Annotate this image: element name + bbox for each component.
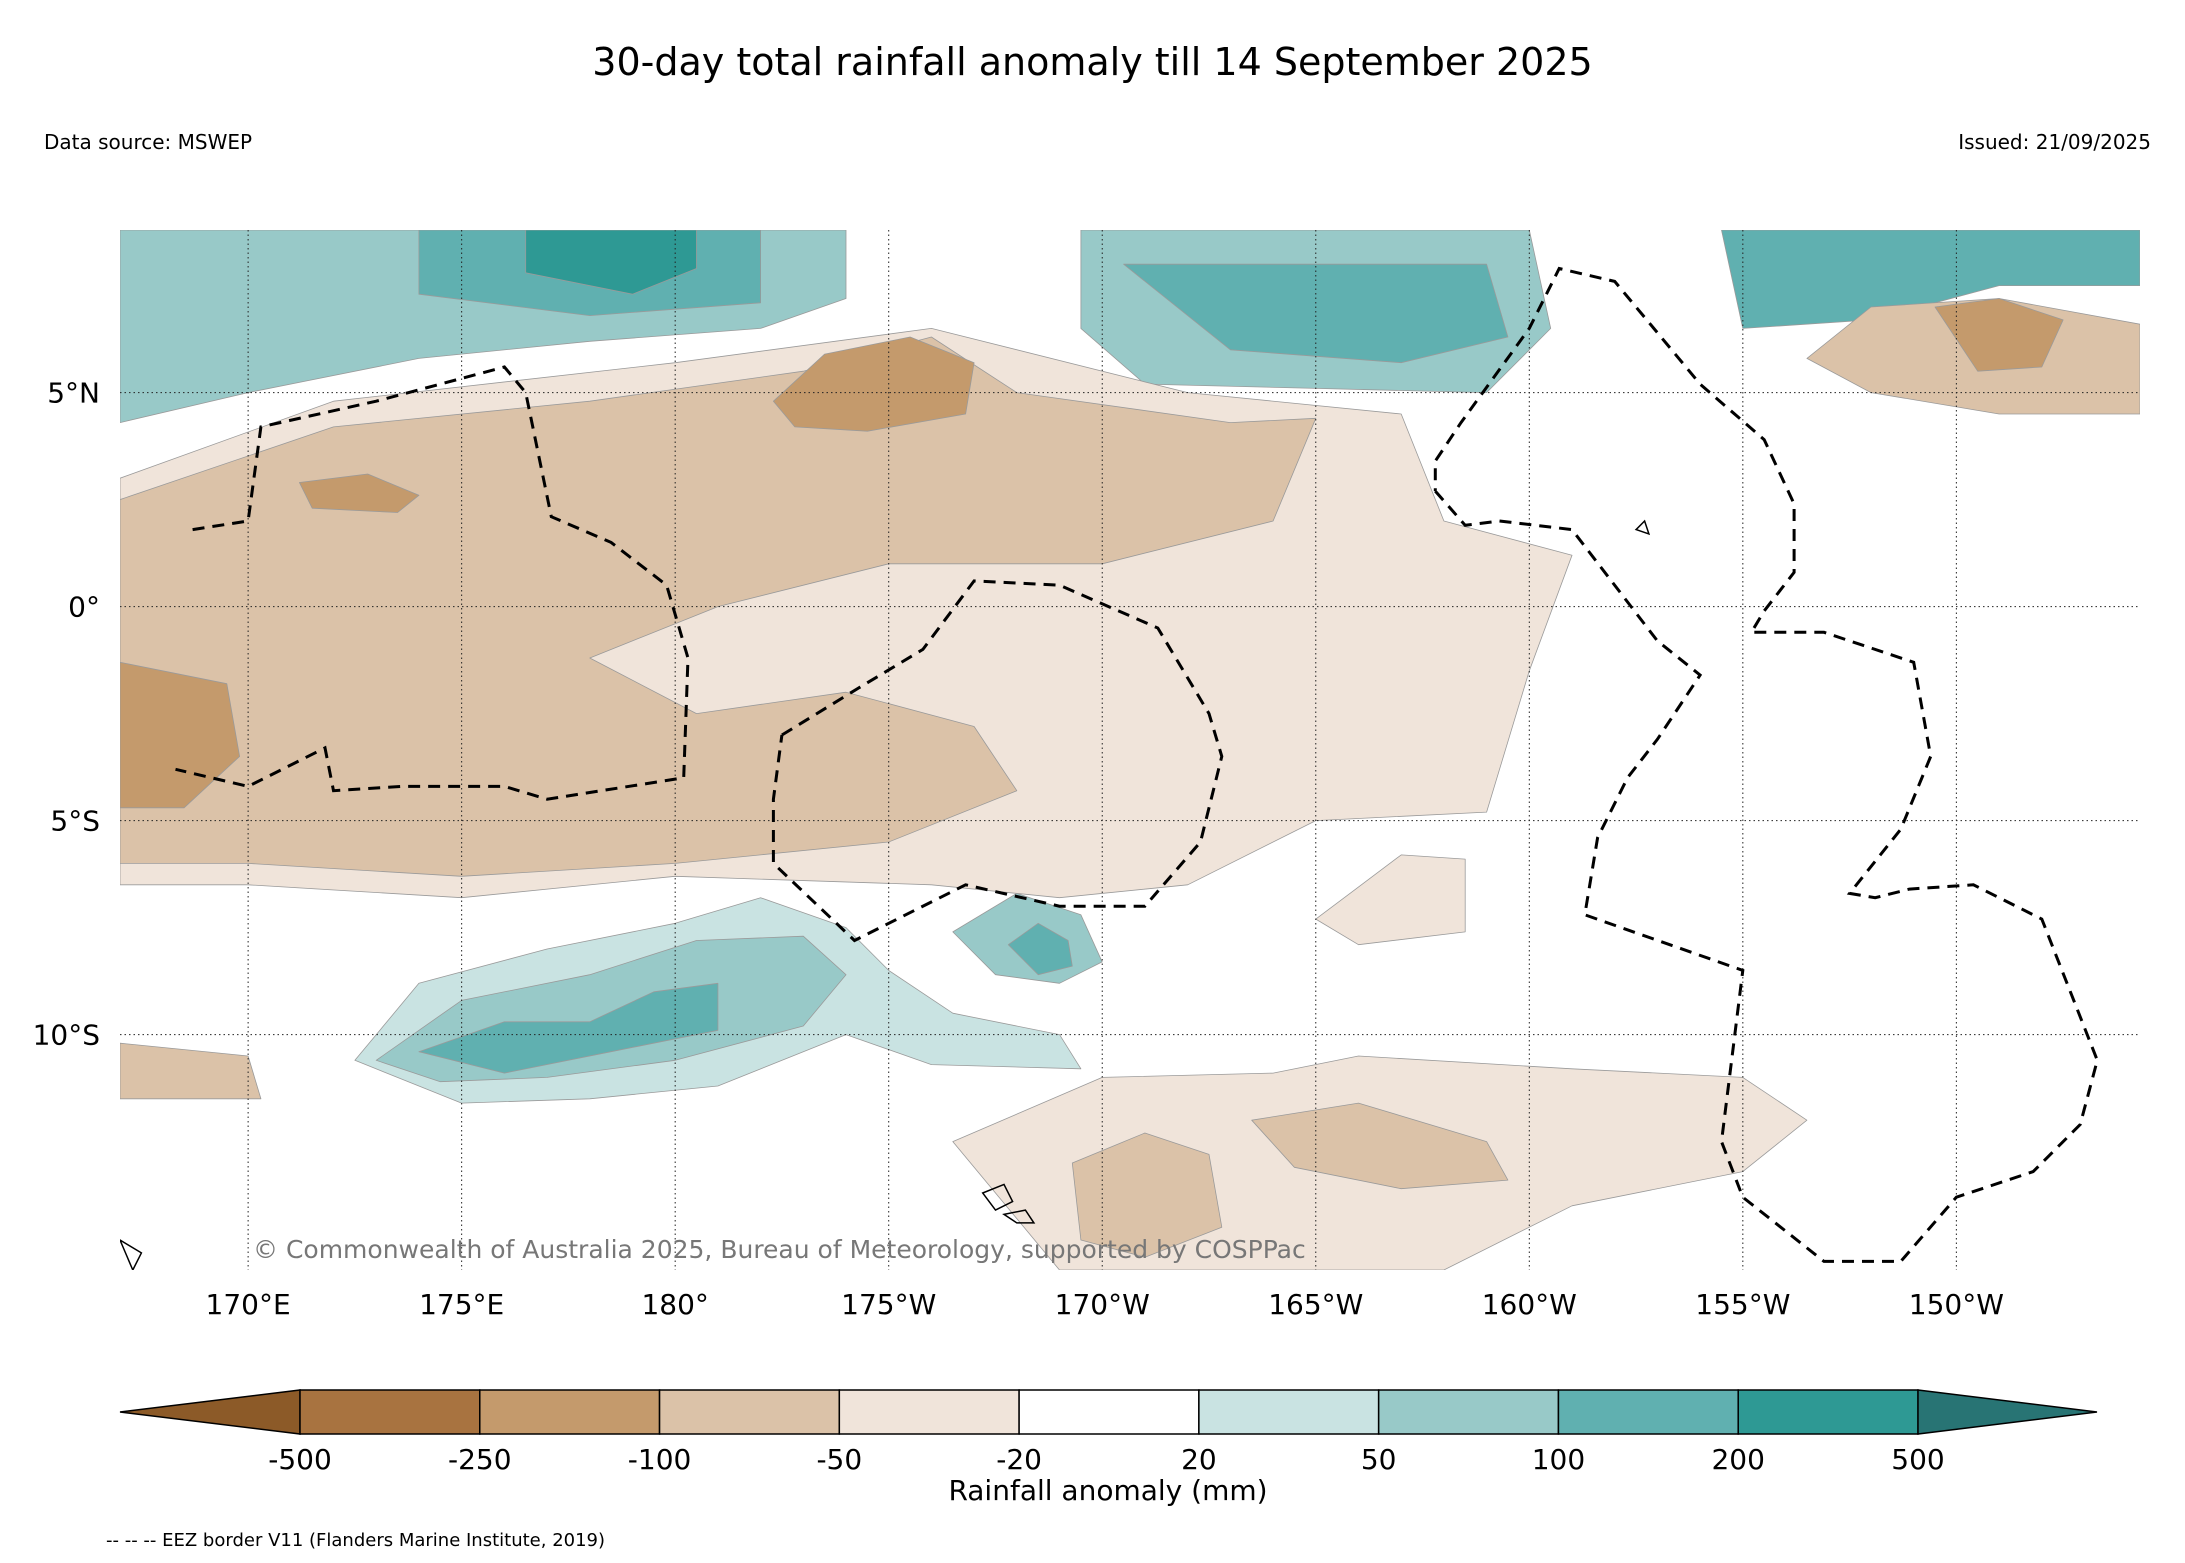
map-gridlines xyxy=(120,230,2140,1270)
colorbar-segment xyxy=(479,1389,661,1435)
anomaly-region-wet-island-core xyxy=(1007,922,1073,976)
copyright-label: © Commonwealth of Australia 2025, Bureau… xyxy=(253,1235,1306,1264)
colorbar-segment xyxy=(299,1389,481,1435)
lon-tick-label: 150°W xyxy=(1909,1288,2004,1321)
colorbar-min-extend xyxy=(119,1389,301,1435)
colorbar-segment xyxy=(1377,1389,1560,1435)
colorbar-tick-label: 500 xyxy=(1891,1443,1944,1476)
lon-tick-label: 170°W xyxy=(1055,1288,1150,1321)
colorbar-segment xyxy=(1198,1389,1380,1435)
colorbar-segment xyxy=(1018,1389,1200,1435)
lat-tick-label: 5°S xyxy=(50,805,100,838)
colorbar-segment xyxy=(1737,1389,1919,1435)
anomaly-region-southwest-dry-patch xyxy=(120,1042,262,1100)
lon-tick-label: 170°E xyxy=(206,1288,291,1321)
anomaly-region-west-dry-core xyxy=(120,661,241,809)
anomaly-regions xyxy=(120,230,2140,1270)
anomaly-region-west-dry-patch xyxy=(298,473,420,513)
lat-tick-label: 10°S xyxy=(33,1019,100,1052)
anomaly-region-north-center-wet-peak xyxy=(525,230,697,295)
coast-island-south-1 xyxy=(981,1183,1014,1212)
lon-tick-label: 165°W xyxy=(1268,1288,1363,1321)
anomaly-region-south-dry-core-1 xyxy=(1071,1132,1223,1258)
colorbar-segment xyxy=(658,1389,841,1435)
coast-island-south-2 xyxy=(1002,1209,1036,1224)
anomaly-region-far-northeast-wet xyxy=(1721,230,2140,329)
eez-border-kiribati-phoenix xyxy=(771,579,1224,943)
colorbar-tick-label: 200 xyxy=(1711,1443,1764,1476)
colorbar-tick-label: 100 xyxy=(1532,1443,1585,1476)
latitude-tick-labels: 5°N 0° 5°S 10°S xyxy=(33,377,100,1052)
colorbar-segment xyxy=(838,1389,1020,1435)
eez-border-legend-note: -- -- -- EEZ border V11 (Flanders Marine… xyxy=(106,1530,606,1551)
colorbar: -500 -250 -100 -50 -20 20 50 100 200 500 xyxy=(119,1389,2098,1476)
coastlines xyxy=(120,519,1651,1270)
lat-tick-label: 5°N xyxy=(47,377,100,410)
eez-border-kiribati-gilbert xyxy=(175,365,690,801)
eez-borders xyxy=(175,266,2099,1263)
lon-tick-label: 155°W xyxy=(1695,1288,1790,1321)
lon-tick-label: 160°W xyxy=(1482,1288,1577,1321)
colorbar-tick-label: -100 xyxy=(628,1443,692,1476)
anomaly-region-far-northeast-dry-core xyxy=(1934,298,2064,372)
lon-tick-label: 175°W xyxy=(841,1288,936,1321)
anomaly-region-east-light-dry-patch xyxy=(1315,854,1466,946)
lon-tick-label: 175°E xyxy=(419,1288,504,1321)
anomaly-region-north-east-wet-core xyxy=(1123,263,1509,364)
colorbar-tick-label: -250 xyxy=(448,1443,512,1476)
colorbar-label: Rainfall anomaly (mm) xyxy=(948,1474,1267,1507)
coast-island-west xyxy=(120,1239,143,1270)
longitude-tick-labels: 170°E 175°E 180° 175°W 170°W 165°W 160°W 155°W 1… xyxy=(206,1288,2004,1321)
lat-tick-label: 0° xyxy=(68,591,100,624)
colorbar-tick-label: -500 xyxy=(268,1443,332,1476)
issued-date-label: Issued: 21/09/2025 xyxy=(1958,130,2151,154)
colorbar-tick-label: 50 xyxy=(1361,1443,1397,1476)
colorbar-max-extend xyxy=(1917,1389,2098,1435)
eez-border-kiribati-line-west xyxy=(1433,266,2099,1263)
lon-tick-label: 180° xyxy=(641,1288,708,1321)
colorbar-tick-label: -50 xyxy=(816,1443,862,1476)
anomaly-region-north-dry-core xyxy=(773,336,975,432)
map-title: 30-day total rainfall anomaly till 14 Se… xyxy=(592,40,1593,84)
colorbar-tick-label: 20 xyxy=(1181,1443,1217,1476)
anomaly-region-southwest-wet-peak xyxy=(418,982,719,1074)
colorbar-tick-label: -20 xyxy=(996,1443,1042,1476)
coast-island-north xyxy=(1634,519,1651,536)
data-source-label: Data source: MSWEP xyxy=(44,130,253,154)
colorbar-segment xyxy=(1557,1389,1739,1435)
